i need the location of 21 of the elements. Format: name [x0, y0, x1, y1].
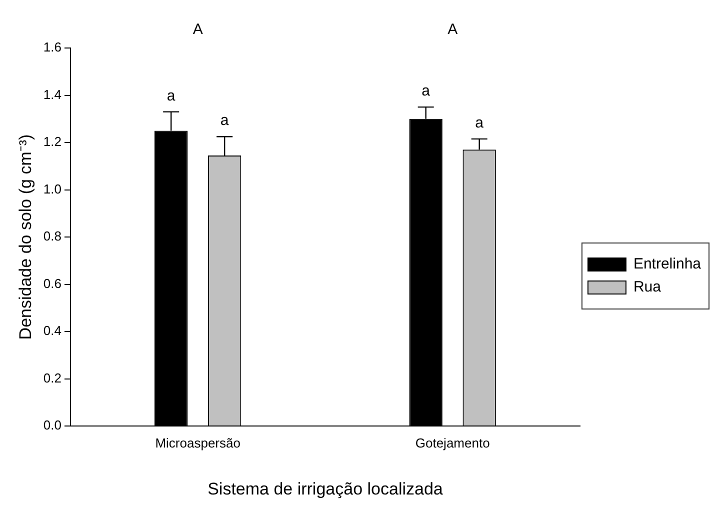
data-label: a	[166, 87, 176, 104]
x-tick-label: Microaspersão	[155, 435, 240, 450]
y-tick-label: 0.0	[43, 418, 62, 433]
data-label: a	[422, 82, 431, 100]
legend-label: Entrelinha	[633, 256, 702, 273]
x-tick-label: Gotejamento	[415, 435, 490, 450]
y-tick-label: 1.0	[43, 181, 62, 196]
text: A	[192, 21, 203, 38]
x-axis-title: Sistema de irrigação localizada	[208, 479, 444, 498]
y-tick-label: 1.2	[43, 134, 62, 150]
data-label: a	[220, 112, 230, 130]
legend-label: Rua	[633, 278, 662, 296]
y-tick-label: 0.4	[43, 323, 62, 338]
data-label: a	[475, 114, 484, 132]
y-tick-label: 1.6	[43, 40, 62, 55]
y-tick-label: 0.6	[43, 276, 62, 291]
y-tick-label: 0.8	[43, 228, 62, 244]
y-tick-label: 0.2	[43, 370, 62, 386]
y-tick-label: 1.4	[43, 86, 62, 102]
text: A	[448, 21, 458, 38]
y-axis-title: Densidade do solo (g cm⁻³)	[16, 134, 35, 340]
